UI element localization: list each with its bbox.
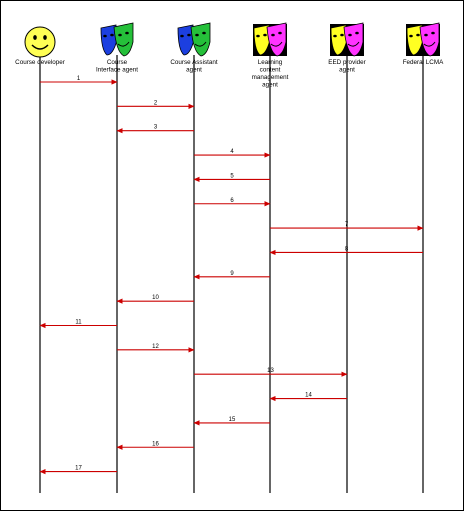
theater-masks-icon — [100, 22, 134, 57]
message-12: 12 — [117, 344, 195, 353]
message-number: 11 — [75, 320, 82, 326]
message-16: 16 — [116, 441, 194, 450]
message-number: 9 — [230, 271, 234, 277]
message-11: 11 — [39, 320, 117, 329]
message-number: 16 — [152, 441, 159, 447]
message-10: 10 — [116, 295, 194, 304]
actor-label-developer: Course developer — [15, 59, 65, 66]
message-8: 8 — [269, 246, 423, 256]
message-5: 5 — [193, 173, 270, 182]
message-number: 13 — [267, 368, 274, 374]
smiley-face-icon — [24, 26, 56, 58]
message-6: 6 — [194, 198, 271, 207]
message-7: 7 — [270, 222, 424, 231]
message-14: 14 — [269, 393, 347, 402]
message-number: 15 — [229, 417, 236, 423]
message-number: 17 — [75, 466, 82, 472]
message-number: 12 — [152, 344, 159, 350]
message-number: 4 — [230, 149, 234, 155]
message-2: 2 — [117, 100, 195, 109]
message-13: 13 — [194, 368, 348, 377]
message-3: 3 — [116, 125, 194, 134]
message-4: 4 — [194, 149, 271, 158]
actor-label-eed: agent — [339, 67, 355, 74]
message-number: 6 — [230, 198, 234, 204]
message-15: 15 — [193, 417, 270, 426]
message-number: 3 — [154, 125, 158, 131]
actor-label-interface: Interface agent — [96, 67, 138, 74]
theater-masks-icon — [406, 22, 440, 57]
message-number: 2 — [154, 100, 158, 106]
message-number: 10 — [152, 295, 159, 301]
actor-label-interface: Course — [107, 59, 128, 66]
actor-label-eed: EED provider — [328, 59, 365, 66]
message-17: 17 — [39, 466, 117, 475]
actor-label-lcma: agent — [262, 82, 278, 89]
message-number: 8 — [345, 246, 349, 252]
message-number: 5 — [230, 173, 234, 179]
message-1: 1 — [40, 76, 118, 85]
message-number: 14 — [305, 393, 312, 399]
theater-masks-icon — [177, 22, 211, 57]
actor-label-lcma: Learning — [258, 59, 283, 66]
actor-label-assistant: Course Assistant — [170, 59, 217, 66]
actor-label-federal: Federal LCMA — [403, 59, 444, 66]
actor-label-lcma: content — [260, 67, 281, 74]
message-number: 7 — [345, 222, 349, 228]
actor-label-assistant: agent — [186, 67, 202, 74]
theater-masks-icon — [330, 22, 364, 57]
message-number: 1 — [77, 76, 81, 82]
actor-label-lcma: management — [252, 74, 289, 81]
theater-masks-icon — [253, 22, 287, 57]
message-9: 9 — [193, 271, 270, 280]
